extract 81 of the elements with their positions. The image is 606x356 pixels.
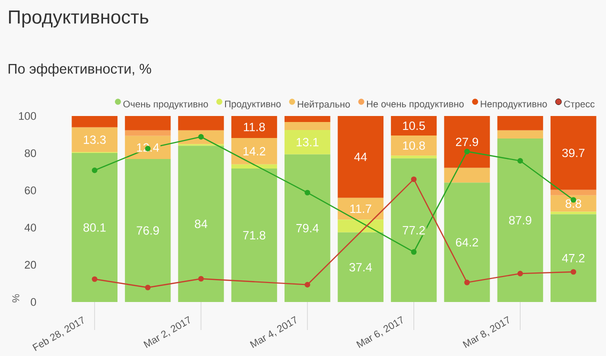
bar [284,154,330,302]
bar [124,116,171,130]
bar [284,116,330,122]
data-label: 13.1 [296,138,318,146]
bar [178,116,224,130]
point [304,282,310,288]
legend-label: Очень продуктивно [123,100,208,110]
legend-label: Продуктивно [225,100,281,110]
bar [178,146,224,302]
point [145,284,151,290]
chart-title: Продуктивность [9,10,148,28]
bar [338,116,384,198]
y-tick-label: 20 [24,260,36,269]
bar [72,153,118,302]
data-label: 71.8 [243,230,266,240]
data-label: 10.8 [403,141,425,150]
bar [497,138,544,302]
bar [390,158,437,302]
legend-label: Стресс [564,100,595,110]
point [464,148,470,154]
legend-label: Непродуктивно [480,100,547,110]
point [517,270,524,276]
bar [444,168,490,183]
bar [497,130,544,139]
bar [497,116,544,130]
x-tick-label: Mar 2, 2017 [143,316,190,348]
y-tick-label: 100 [19,112,36,120]
data-label: 64.2 [456,238,478,247]
data-label: 87.9 [509,216,532,224]
bar [444,116,490,168]
point [570,269,576,275]
x-tick-label: Mar 8, 2017 [462,316,509,348]
bar [338,232,384,302]
data-label: 44 [354,152,367,162]
bar [231,164,278,168]
x-tick-label: Mar 4, 2017 [250,316,296,348]
data-label: 10.5 [403,122,425,130]
point [411,249,417,255]
bar [338,220,384,232]
point [92,276,98,282]
data-label: 76.9 [136,226,159,235]
legend-label: Нейтрально [298,100,350,110]
bar [231,168,278,302]
bar [444,182,490,302]
x-tick-label: Feb 28, 2017 [32,316,84,351]
point [304,190,310,196]
y-axis-title: % [12,294,20,302]
point [198,276,204,282]
data-label: 80.1 [83,223,106,232]
bar [284,122,330,130]
bar [124,130,171,136]
bar [550,116,596,190]
x-tick-label: Mar 6, 2017 [356,316,403,348]
bar [550,190,596,196]
data-label: 8.8 [566,199,582,208]
bar [124,158,171,302]
point [464,280,470,286]
y-tick-label: 40 [24,224,36,232]
data-label: 37.4 [349,262,372,272]
data-label: 84 [194,220,208,228]
data-label: 77.2 [402,226,425,234]
data-label: 14.2 [243,146,266,156]
data-label: 27.9 [456,138,478,146]
bar [550,214,596,302]
point [92,168,98,174]
data-label: 11.8 [244,122,265,132]
legend-label: Не очень продуктивно [367,100,464,110]
y-tick-label: 0 [30,298,36,306]
data-label: 13.3 [84,135,106,144]
data-label: 79.4 [296,224,319,232]
y-tick-label: 80 [24,149,36,158]
data-label: 47.2 [562,254,584,262]
point [198,134,204,140]
bar [72,116,118,128]
point [517,158,524,164]
y-tick-label: 60 [24,186,36,194]
data-label: 11.7 [350,204,372,213]
data-label: 39.7 [562,148,584,158]
bar [390,156,437,158]
point [411,176,417,182]
chart-subtitle: По эффективности, % [8,63,152,76]
